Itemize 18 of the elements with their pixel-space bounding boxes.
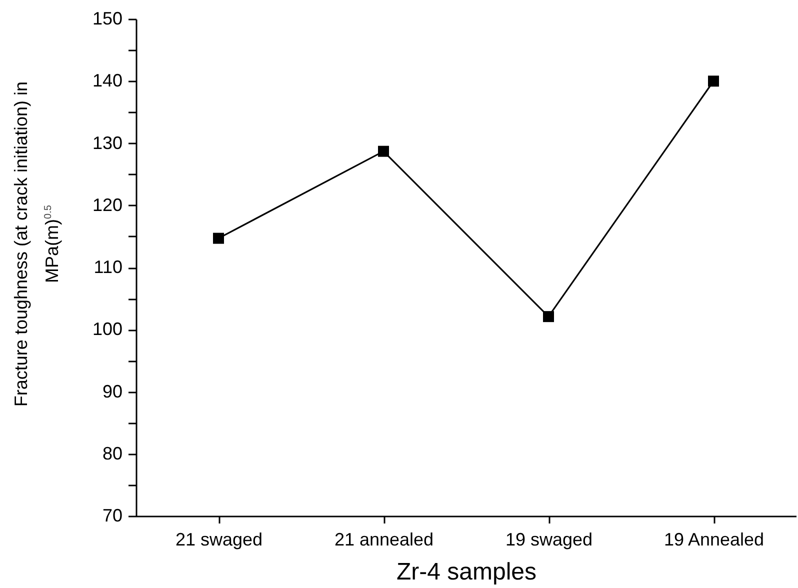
y-tick-label: 120 <box>92 194 122 215</box>
point <box>708 76 719 87</box>
x-tick-label: 21 swaged <box>175 530 263 550</box>
y-tick-label: 100 <box>92 319 122 340</box>
x-tick-label: 21 annealed <box>334 530 434 550</box>
x-tick-label: 19 swaged <box>505 530 593 550</box>
y-tick-label: 130 <box>92 132 122 153</box>
y-tick-label: 80 <box>102 443 122 464</box>
y-tick-label: 140 <box>92 70 122 91</box>
x-axis-title: Zr-4 samples <box>396 558 537 586</box>
y-tick-label: 150 <box>92 8 122 28</box>
y-tick-label: 110 <box>94 257 122 277</box>
point <box>213 232 224 244</box>
point <box>543 311 554 322</box>
point <box>378 146 389 157</box>
y-tick-label: 70 <box>102 506 122 526</box>
y-tick-label: 90 <box>102 381 122 402</box>
x-tick-label: 19 Annealed <box>664 530 764 550</box>
